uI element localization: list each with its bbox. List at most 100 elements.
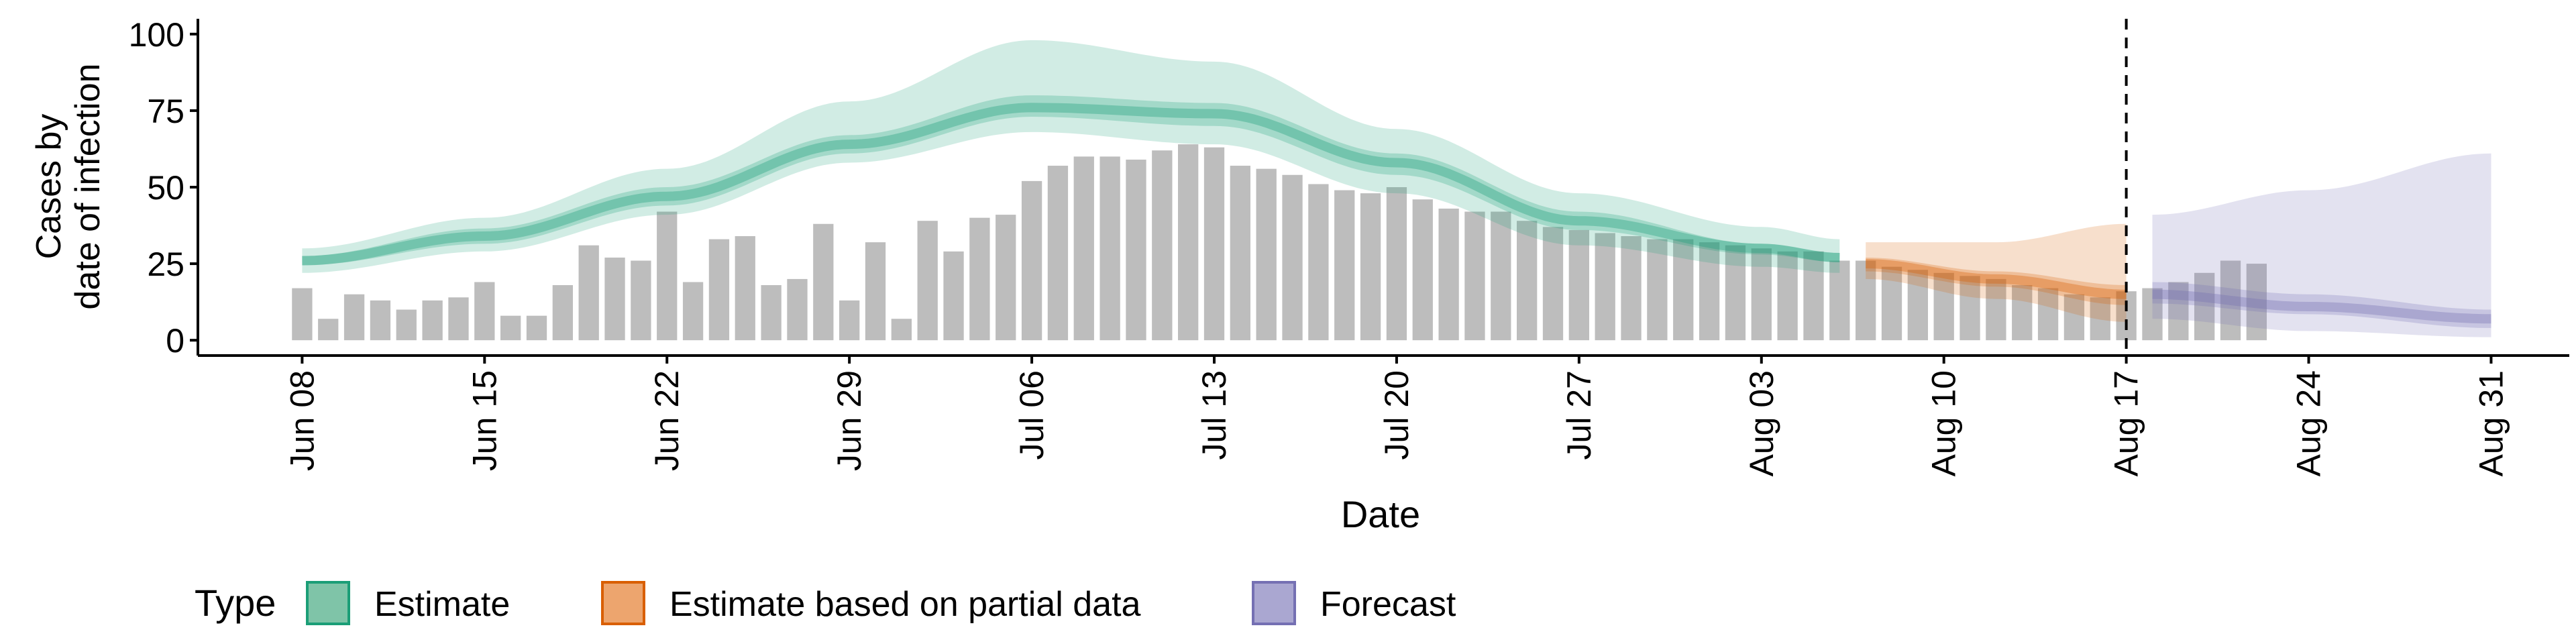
x-tick-label: Jul 20 bbox=[1378, 370, 1415, 460]
case-bar bbox=[552, 285, 573, 341]
case-bar bbox=[526, 315, 547, 341]
case-bar bbox=[787, 278, 808, 341]
case-bar bbox=[1621, 236, 1642, 341]
x-tick-label: Jul 06 bbox=[1013, 370, 1051, 460]
y-tick-label: 75 bbox=[147, 93, 184, 130]
case-bar bbox=[761, 285, 782, 341]
median-line bbox=[302, 103, 1840, 266]
y-tick-label: 0 bbox=[166, 322, 184, 360]
legend-title: Type bbox=[195, 582, 276, 624]
case-bar bbox=[1126, 159, 1146, 341]
case-bar bbox=[396, 309, 417, 341]
case-bar bbox=[865, 242, 886, 341]
x-tick-label: Jun 15 bbox=[466, 370, 503, 471]
case-bar bbox=[682, 282, 704, 341]
case-bar bbox=[735, 236, 755, 341]
case-bar bbox=[422, 300, 443, 341]
case-bar bbox=[343, 294, 365, 341]
case-bar bbox=[2246, 264, 2267, 341]
median-line bbox=[1866, 259, 2127, 299]
x-axis-title: Date bbox=[1341, 493, 1420, 535]
case-bar bbox=[1673, 239, 1694, 341]
case-bar bbox=[2194, 272, 2215, 341]
case-bar bbox=[500, 315, 521, 341]
case-bar bbox=[813, 223, 834, 341]
case-bar bbox=[1856, 260, 1876, 341]
case-bar bbox=[969, 217, 990, 341]
x-axis-ticks: Jun 08 Jun 15 Jun 22 Jun 29 Jul 06 Jul 13 Jul … bbox=[283, 356, 2510, 476]
case-bar bbox=[1725, 245, 1746, 341]
x-tick-label: Aug 24 bbox=[2290, 370, 2328, 476]
bars-layer bbox=[292, 144, 2267, 341]
x-tick-label: Jun 08 bbox=[283, 370, 321, 471]
case-bar bbox=[1178, 144, 1199, 341]
case-bar bbox=[2116, 291, 2137, 341]
case-bar bbox=[1464, 211, 1485, 341]
legend-label: Estimate based on partial data bbox=[669, 585, 1141, 624]
case-bar bbox=[996, 215, 1016, 341]
ribbons-layer bbox=[302, 40, 2491, 337]
legend-swatch bbox=[601, 581, 645, 625]
case-bar bbox=[1412, 199, 1433, 341]
case-bar bbox=[2012, 285, 2033, 341]
y-axis-ticks: 0 25 50 75 100 bbox=[129, 16, 198, 360]
x-tick-label: Aug 17 bbox=[2108, 370, 2145, 476]
legend: Type Estimate Estimate based on partial d… bbox=[195, 581, 1456, 625]
case-bar bbox=[1907, 270, 1928, 341]
case-bar bbox=[2037, 288, 2059, 341]
case-bar bbox=[604, 257, 625, 341]
x-tick-label: Aug 31 bbox=[2472, 370, 2510, 476]
x-tick-label: Jun 29 bbox=[830, 370, 868, 471]
case-bar bbox=[708, 239, 730, 341]
y-tick-label: 25 bbox=[147, 246, 184, 283]
legend-swatch bbox=[1252, 581, 1296, 625]
case-bar bbox=[2142, 288, 2163, 341]
y-axis-title-line-2: date of infection bbox=[68, 63, 107, 309]
case-bar bbox=[1152, 150, 1173, 341]
case-bar bbox=[657, 211, 678, 341]
case-bar bbox=[1933, 272, 1954, 341]
case-bar bbox=[1360, 193, 1381, 341]
legend-swatch bbox=[306, 581, 350, 625]
legend-label: Forecast bbox=[1320, 585, 1456, 624]
case-bar bbox=[1073, 156, 1094, 341]
case-bar bbox=[2090, 297, 2110, 341]
case-bar bbox=[1960, 276, 1980, 341]
case-bar bbox=[1256, 168, 1277, 341]
x-tick-label: Aug 10 bbox=[1925, 370, 1963, 476]
x-tick-label: Jul 27 bbox=[1560, 370, 1598, 460]
case-bar bbox=[1517, 221, 1538, 341]
x-tick-label: Jun 22 bbox=[648, 370, 686, 471]
case-bar bbox=[1751, 248, 1772, 341]
case-bar bbox=[1308, 184, 1329, 341]
case-bar bbox=[1542, 227, 1564, 341]
legend-label: Estimate bbox=[374, 585, 510, 624]
median-line bbox=[2152, 289, 2491, 324]
case-bar bbox=[1386, 187, 1407, 341]
case-bar bbox=[1230, 166, 1250, 341]
case-bar bbox=[1099, 156, 1120, 341]
case-bar bbox=[631, 260, 651, 341]
case-bar bbox=[474, 282, 495, 341]
case-bar bbox=[1595, 233, 1615, 341]
ribbon-90 bbox=[2152, 153, 2491, 337]
ribbon-50 bbox=[2152, 282, 2491, 328]
ribbon-90 bbox=[302, 40, 1840, 273]
case-bar bbox=[839, 300, 860, 341]
case-bar bbox=[292, 288, 313, 341]
case-bar bbox=[2220, 260, 2241, 341]
case-bar bbox=[1803, 251, 1824, 341]
case-bar bbox=[1282, 174, 1303, 341]
x-tick-label: Jul 13 bbox=[1195, 370, 1233, 460]
case-bar bbox=[1438, 208, 1459, 341]
case-bar bbox=[1829, 260, 1850, 341]
case-bar bbox=[1334, 190, 1355, 341]
case-bar bbox=[318, 319, 339, 341]
case-bar bbox=[1699, 242, 1720, 341]
case-bar bbox=[1986, 278, 2006, 341]
case-bar bbox=[1203, 147, 1225, 341]
case-bar bbox=[448, 297, 469, 341]
case-bar bbox=[1777, 251, 1798, 341]
case-bar bbox=[578, 245, 599, 341]
